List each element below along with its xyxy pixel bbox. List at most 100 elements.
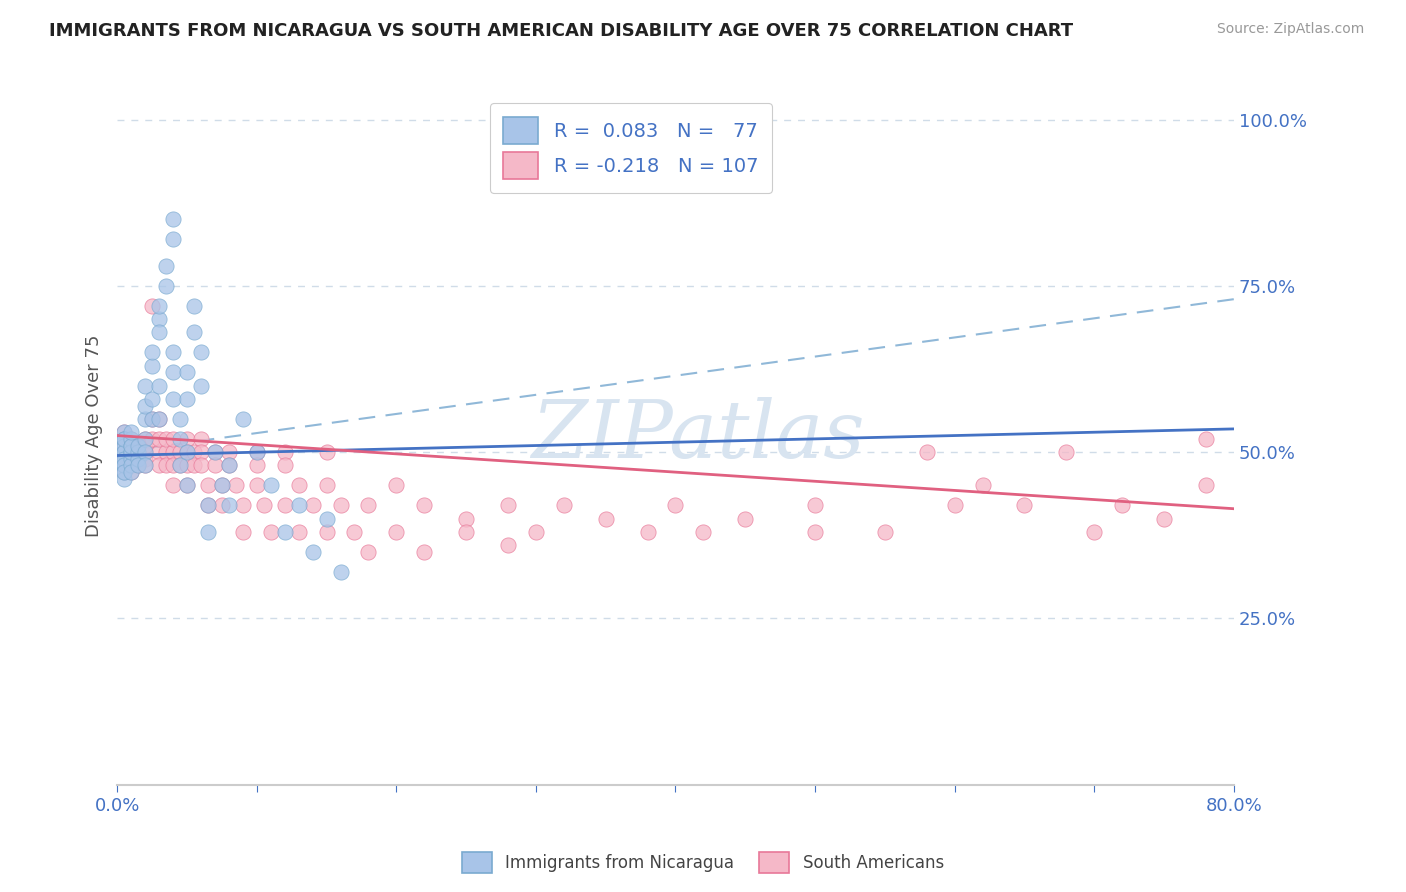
Point bbox=[595, 512, 617, 526]
Point bbox=[197, 499, 219, 513]
Point bbox=[804, 524, 827, 539]
Point bbox=[112, 458, 135, 473]
Point bbox=[112, 445, 135, 459]
Point bbox=[112, 432, 135, 446]
Point bbox=[134, 412, 156, 426]
Point bbox=[148, 458, 170, 473]
Point bbox=[169, 458, 191, 473]
Point bbox=[112, 451, 135, 466]
Point bbox=[873, 524, 896, 539]
Point bbox=[218, 499, 240, 513]
Point bbox=[127, 445, 149, 459]
Point bbox=[176, 365, 198, 379]
Text: IMMIGRANTS FROM NICARAGUA VS SOUTH AMERICAN DISABILITY AGE OVER 75 CORRELATION C: IMMIGRANTS FROM NICARAGUA VS SOUTH AMERI… bbox=[49, 22, 1073, 40]
Point bbox=[112, 438, 135, 452]
Point bbox=[183, 445, 205, 459]
Point bbox=[197, 524, 219, 539]
Point bbox=[134, 458, 156, 473]
Point bbox=[329, 565, 352, 579]
Point bbox=[162, 365, 184, 379]
Point bbox=[385, 478, 408, 492]
Point bbox=[1014, 499, 1036, 513]
Point bbox=[204, 445, 226, 459]
Point bbox=[664, 499, 686, 513]
Point bbox=[357, 499, 380, 513]
Point bbox=[1083, 524, 1105, 539]
Point bbox=[273, 524, 295, 539]
Point bbox=[155, 279, 177, 293]
Point bbox=[225, 478, 247, 492]
Text: Source: ZipAtlas.com: Source: ZipAtlas.com bbox=[1216, 22, 1364, 37]
Point bbox=[183, 458, 205, 473]
Point bbox=[162, 232, 184, 246]
Text: ZIPatlas: ZIPatlas bbox=[531, 397, 865, 475]
Point bbox=[169, 412, 191, 426]
Point bbox=[692, 524, 714, 539]
Point bbox=[120, 445, 142, 459]
Point bbox=[232, 412, 254, 426]
Point bbox=[315, 524, 337, 539]
Point bbox=[315, 445, 337, 459]
Point bbox=[141, 299, 163, 313]
Point bbox=[112, 432, 135, 446]
Point bbox=[1153, 512, 1175, 526]
Point bbox=[120, 438, 142, 452]
Point bbox=[176, 392, 198, 406]
Point bbox=[148, 432, 170, 446]
Point bbox=[301, 499, 323, 513]
Point bbox=[120, 458, 142, 473]
Legend: R =  0.083   N =   77, R = -0.218   N = 107: R = 0.083 N = 77, R = -0.218 N = 107 bbox=[489, 103, 772, 193]
Point bbox=[162, 432, 184, 446]
Point bbox=[120, 445, 142, 459]
Point bbox=[112, 432, 135, 446]
Point bbox=[134, 432, 156, 446]
Point bbox=[127, 458, 149, 473]
Point bbox=[120, 465, 142, 479]
Point bbox=[183, 299, 205, 313]
Point bbox=[496, 499, 519, 513]
Point bbox=[141, 432, 163, 446]
Point bbox=[734, 512, 756, 526]
Point bbox=[112, 465, 135, 479]
Point bbox=[232, 499, 254, 513]
Point bbox=[112, 465, 135, 479]
Point bbox=[190, 445, 212, 459]
Point bbox=[357, 545, 380, 559]
Point bbox=[169, 432, 191, 446]
Point bbox=[169, 445, 191, 459]
Point bbox=[127, 438, 149, 452]
Point bbox=[169, 458, 191, 473]
Point bbox=[176, 445, 198, 459]
Point bbox=[176, 478, 198, 492]
Point bbox=[112, 472, 135, 486]
Point bbox=[273, 445, 295, 459]
Point bbox=[134, 438, 156, 452]
Point bbox=[197, 499, 219, 513]
Point bbox=[112, 458, 135, 473]
Point bbox=[148, 326, 170, 340]
Point bbox=[162, 478, 184, 492]
Point bbox=[211, 478, 233, 492]
Point bbox=[804, 499, 827, 513]
Point bbox=[176, 445, 198, 459]
Point bbox=[246, 458, 269, 473]
Point bbox=[120, 432, 142, 446]
Point bbox=[246, 445, 269, 459]
Point bbox=[120, 432, 142, 446]
Point bbox=[211, 478, 233, 492]
Point bbox=[456, 524, 478, 539]
Point bbox=[134, 445, 156, 459]
Point bbox=[127, 445, 149, 459]
Point bbox=[413, 499, 436, 513]
Point bbox=[218, 445, 240, 459]
Point bbox=[204, 458, 226, 473]
Y-axis label: Disability Age Over 75: Disability Age Over 75 bbox=[86, 334, 103, 537]
Point bbox=[176, 432, 198, 446]
Point bbox=[120, 425, 142, 440]
Point bbox=[120, 458, 142, 473]
Point bbox=[112, 432, 135, 446]
Point bbox=[915, 445, 938, 459]
Point bbox=[120, 438, 142, 452]
Point bbox=[253, 499, 276, 513]
Point bbox=[315, 478, 337, 492]
